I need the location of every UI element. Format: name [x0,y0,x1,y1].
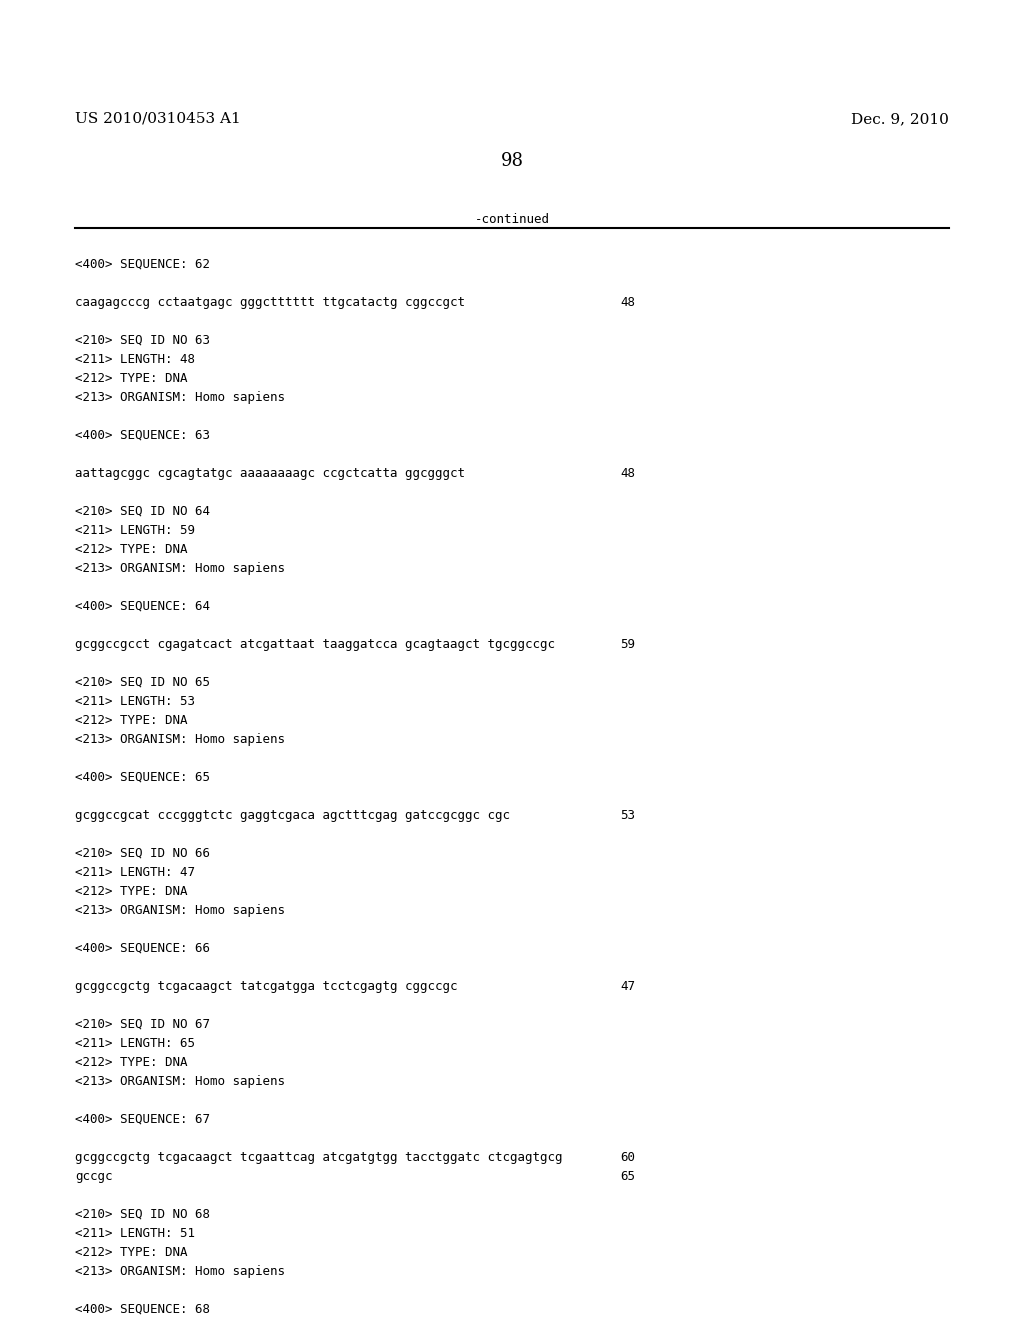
Text: <210> SEQ ID NO 65: <210> SEQ ID NO 65 [75,676,210,689]
Text: <213> ORGANISM: Homo sapiens: <213> ORGANISM: Homo sapiens [75,733,285,746]
Text: <211> LENGTH: 48: <211> LENGTH: 48 [75,352,195,366]
Text: 98: 98 [501,152,523,170]
Text: gcggccgcat cccgggtctc gaggtcgaca agctttcgag gatccgcggc cgc: gcggccgcat cccgggtctc gaggtcgaca agctttc… [75,809,510,822]
Text: <400> SEQUENCE: 65: <400> SEQUENCE: 65 [75,771,210,784]
Text: <212> TYPE: DNA: <212> TYPE: DNA [75,884,187,898]
Text: <210> SEQ ID NO 68: <210> SEQ ID NO 68 [75,1208,210,1221]
Text: <211> LENGTH: 51: <211> LENGTH: 51 [75,1228,195,1239]
Text: -continued: -continued [474,213,550,226]
Text: 48: 48 [620,467,635,480]
Text: 47: 47 [620,979,635,993]
Text: 59: 59 [620,638,635,651]
Text: <212> TYPE: DNA: <212> TYPE: DNA [75,714,187,727]
Text: caagagcccg cctaatgagc gggctttttt ttgcatactg cggccgct: caagagcccg cctaatgagc gggctttttt ttgcata… [75,296,465,309]
Text: gccgc: gccgc [75,1170,113,1183]
Text: gcggccgctg tcgacaagct tcgaattcag atcgatgtgg tacctggatc ctcgagtgcg: gcggccgctg tcgacaagct tcgaattcag atcgatg… [75,1151,562,1164]
Text: <400> SEQUENCE: 62: <400> SEQUENCE: 62 [75,257,210,271]
Text: <213> ORGANISM: Homo sapiens: <213> ORGANISM: Homo sapiens [75,391,285,404]
Text: <213> ORGANISM: Homo sapiens: <213> ORGANISM: Homo sapiens [75,562,285,576]
Text: <213> ORGANISM: Homo sapiens: <213> ORGANISM: Homo sapiens [75,904,285,917]
Text: aattagcggc cgcagtatgc aaaaaaaagc ccgctcatta ggcgggct: aattagcggc cgcagtatgc aaaaaaaagc ccgctca… [75,467,465,480]
Text: US 2010/0310453 A1: US 2010/0310453 A1 [75,112,241,125]
Text: 48: 48 [620,296,635,309]
Text: Dec. 9, 2010: Dec. 9, 2010 [851,112,949,125]
Text: <212> TYPE: DNA: <212> TYPE: DNA [75,543,187,556]
Text: 60: 60 [620,1151,635,1164]
Text: <213> ORGANISM: Homo sapiens: <213> ORGANISM: Homo sapiens [75,1265,285,1278]
Text: 65: 65 [620,1170,635,1183]
Text: <400> SEQUENCE: 68: <400> SEQUENCE: 68 [75,1303,210,1316]
Text: gcggccgcct cgagatcact atcgattaat taaggatcca gcagtaagct tgcggccgc: gcggccgcct cgagatcact atcgattaat taaggat… [75,638,555,651]
Text: <213> ORGANISM: Homo sapiens: <213> ORGANISM: Homo sapiens [75,1074,285,1088]
Text: <212> TYPE: DNA: <212> TYPE: DNA [75,1056,187,1069]
Text: <211> LENGTH: 47: <211> LENGTH: 47 [75,866,195,879]
Text: <210> SEQ ID NO 64: <210> SEQ ID NO 64 [75,506,210,517]
Text: <210> SEQ ID NO 67: <210> SEQ ID NO 67 [75,1018,210,1031]
Text: gcggccgctg tcgacaagct tatcgatgga tcctcgagtg cggccgc: gcggccgctg tcgacaagct tatcgatgga tcctcga… [75,979,458,993]
Text: <211> LENGTH: 65: <211> LENGTH: 65 [75,1038,195,1049]
Text: <211> LENGTH: 53: <211> LENGTH: 53 [75,696,195,708]
Text: <400> SEQUENCE: 63: <400> SEQUENCE: 63 [75,429,210,442]
Text: <400> SEQUENCE: 64: <400> SEQUENCE: 64 [75,601,210,612]
Text: <400> SEQUENCE: 67: <400> SEQUENCE: 67 [75,1113,210,1126]
Text: <210> SEQ ID NO 63: <210> SEQ ID NO 63 [75,334,210,347]
Text: <212> TYPE: DNA: <212> TYPE: DNA [75,1246,187,1259]
Text: <400> SEQUENCE: 66: <400> SEQUENCE: 66 [75,942,210,954]
Text: <211> LENGTH: 59: <211> LENGTH: 59 [75,524,195,537]
Text: <210> SEQ ID NO 66: <210> SEQ ID NO 66 [75,847,210,861]
Text: <212> TYPE: DNA: <212> TYPE: DNA [75,372,187,385]
Text: 53: 53 [620,809,635,822]
